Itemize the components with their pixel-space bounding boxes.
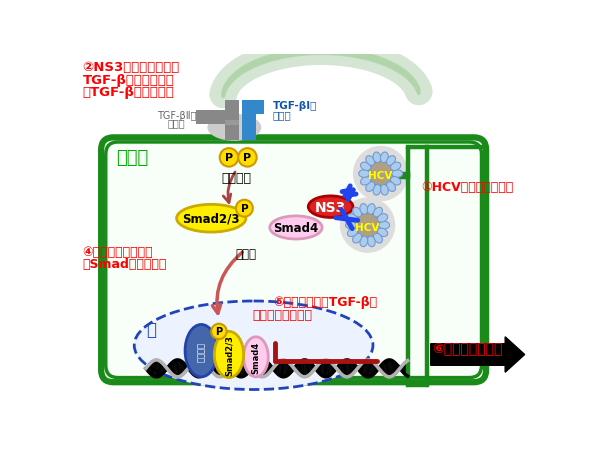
Text: （Smad）が活性化: （Smad）が活性化 [83, 258, 167, 271]
FancyBboxPatch shape [101, 138, 486, 382]
Text: 遣伝子発現が上昇: 遣伝子発現が上昇 [253, 308, 313, 321]
Ellipse shape [308, 196, 353, 218]
Ellipse shape [214, 332, 244, 378]
Text: P: P [225, 153, 233, 163]
Ellipse shape [391, 177, 401, 185]
Ellipse shape [379, 222, 389, 230]
Bar [242, 101, 256, 141]
Text: Smad4: Smad4 [251, 341, 260, 373]
Text: ④線維形成シグナル: ④線維形成シグナル [83, 246, 153, 258]
Text: TGF-βⅡ型: TGF-βⅡ型 [157, 111, 196, 120]
Text: Smad2/3: Smad2/3 [182, 212, 240, 225]
Ellipse shape [353, 146, 409, 202]
Text: 補助因子: 補助因子 [197, 341, 206, 361]
Bar [196, 111, 227, 124]
FancyBboxPatch shape [106, 143, 482, 378]
Ellipse shape [377, 214, 388, 223]
Circle shape [211, 324, 227, 339]
Ellipse shape [386, 157, 395, 166]
Ellipse shape [392, 170, 403, 178]
Circle shape [236, 200, 253, 217]
Text: HCV: HCV [368, 171, 393, 181]
Ellipse shape [386, 182, 395, 192]
Ellipse shape [359, 170, 370, 178]
Bar [225, 101, 239, 141]
Ellipse shape [134, 301, 373, 390]
Circle shape [238, 149, 257, 167]
Ellipse shape [366, 182, 375, 192]
Text: P: P [241, 204, 248, 214]
Ellipse shape [353, 208, 362, 218]
Text: P: P [215, 327, 223, 336]
Text: NS3: NS3 [315, 200, 346, 214]
Ellipse shape [373, 208, 382, 218]
Ellipse shape [347, 229, 358, 237]
Text: Smad2/3: Smad2/3 [224, 334, 233, 375]
Ellipse shape [380, 153, 388, 163]
Ellipse shape [360, 236, 368, 247]
Text: （TGF-β疑似活性）: （TGF-β疑似活性） [83, 86, 175, 99]
Ellipse shape [244, 337, 268, 377]
Ellipse shape [185, 325, 217, 377]
Ellipse shape [377, 229, 388, 237]
Text: 核: 核 [146, 320, 156, 338]
Ellipse shape [373, 153, 381, 163]
Ellipse shape [367, 204, 375, 215]
Ellipse shape [347, 214, 358, 223]
Ellipse shape [366, 157, 375, 166]
Text: ⑥肝線維化が進行: ⑥肝線維化が進行 [432, 341, 503, 355]
Circle shape [355, 213, 380, 238]
Text: 受容体: 受容体 [168, 118, 185, 128]
Polygon shape [431, 337, 524, 372]
Ellipse shape [346, 222, 356, 230]
Text: ②NS3プロテアーゼが: ②NS3プロテアーゼが [83, 61, 180, 74]
Ellipse shape [360, 204, 368, 215]
Text: TGF-βⅠ型: TGF-βⅠ型 [273, 101, 317, 111]
Ellipse shape [176, 205, 246, 233]
Ellipse shape [361, 177, 371, 185]
Text: 肝細胞: 肝細胞 [116, 149, 149, 167]
Text: 受容体: 受容体 [273, 110, 292, 120]
Ellipse shape [353, 234, 362, 243]
Ellipse shape [380, 185, 388, 196]
Text: ①HCVが肝細胞に感染: ①HCVが肝細胞に感染 [421, 180, 514, 193]
Ellipse shape [340, 198, 395, 253]
Text: HCV: HCV [355, 222, 380, 232]
Ellipse shape [361, 163, 371, 171]
Ellipse shape [270, 217, 322, 240]
Ellipse shape [367, 236, 375, 247]
Ellipse shape [373, 234, 382, 243]
Text: 核移行: 核移行 [236, 247, 257, 260]
Circle shape [368, 162, 394, 187]
Ellipse shape [208, 115, 262, 141]
Text: Smad4: Smad4 [274, 222, 319, 235]
Ellipse shape [391, 163, 401, 171]
Circle shape [220, 149, 238, 167]
Text: P: P [244, 153, 251, 163]
Text: ⑤コラーゲンとTGF-βの: ⑤コラーゲンとTGF-βの [273, 296, 377, 308]
Bar [242, 101, 263, 115]
Bar [225, 121, 239, 126]
Text: リン酸化: リン酸化 [221, 172, 251, 185]
Text: TGF-β受容体と結合: TGF-β受容体と結合 [83, 73, 175, 86]
Ellipse shape [373, 185, 381, 196]
